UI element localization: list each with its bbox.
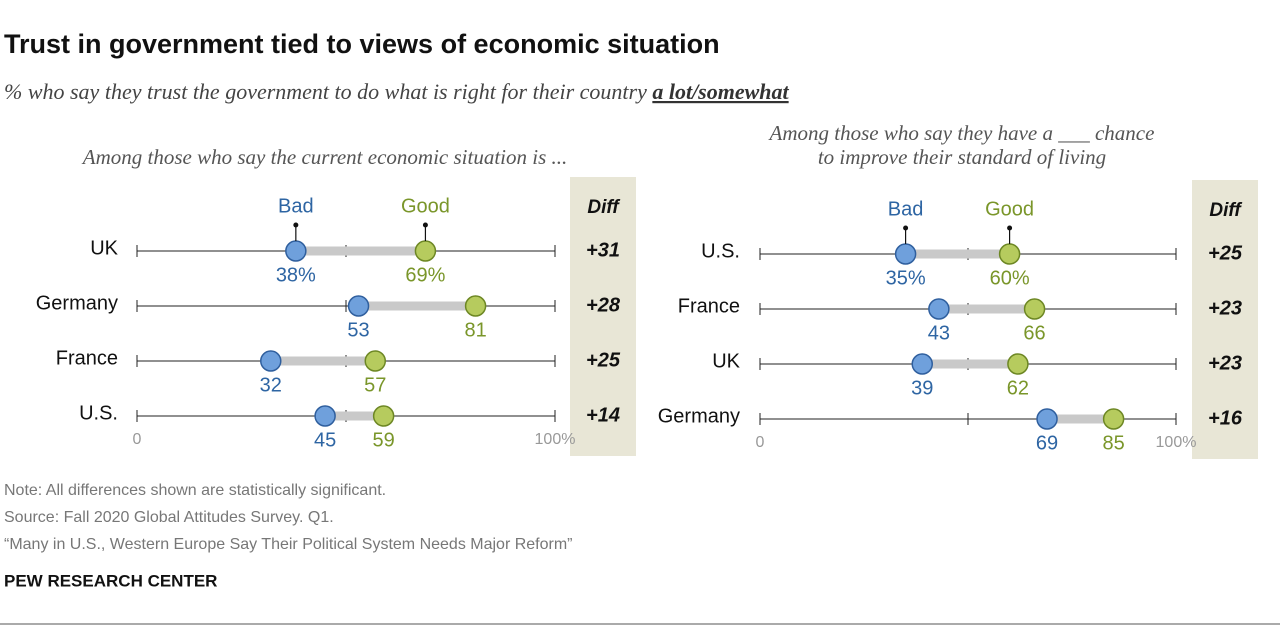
dot: [1102, 408, 1125, 430]
diff-column: [570, 177, 636, 456]
category-label: France: [678, 295, 740, 317]
dot: [260, 350, 282, 372]
report: “Many in U.S., Western Europe Say Their …: [4, 536, 573, 553]
value-label: 66: [1023, 322, 1045, 344]
value-label: 35%: [886, 267, 926, 289]
dot: [464, 295, 487, 317]
value-label: 38%: [276, 264, 316, 286]
dot: [1036, 408, 1058, 430]
dot: [1023, 298, 1046, 320]
chart-title: Among those who say they have a ___ chan…: [768, 121, 1155, 145]
x-tick-label: 0: [133, 431, 142, 448]
diff-value: +14: [586, 404, 620, 426]
diff-value: +23: [1208, 352, 1242, 374]
dot: [372, 405, 395, 427]
range-bar: [905, 249, 1010, 259]
chart-title: Among those who say the current economic…: [81, 145, 568, 169]
legend-callout-dot: [903, 225, 909, 231]
category-label: U.S.: [701, 240, 740, 262]
range-bar: [358, 301, 476, 311]
legend-callout-dot: [293, 222, 299, 228]
value-label: 43: [928, 322, 950, 344]
category-label: France: [56, 347, 118, 369]
value-label: 85: [1102, 432, 1124, 454]
range-bar: [1047, 414, 1114, 424]
legend-label: Bad: [888, 198, 924, 220]
dot: [1007, 353, 1029, 375]
range-bar: [325, 411, 384, 421]
legend-label: Good: [985, 198, 1034, 220]
title: Trust in government tied to views of eco…: [4, 29, 720, 59]
range-bar: [938, 304, 1035, 314]
value-label: 60%: [990, 267, 1030, 289]
diff-value: +28: [586, 294, 621, 316]
category-label: UK: [90, 237, 118, 259]
value-label: 62: [1007, 377, 1029, 399]
source: Source: Fall 2020 Global Attitudes Surve…: [4, 509, 334, 526]
category-label: U.S.: [79, 402, 118, 424]
note: Note: All differences shown are statisti…: [4, 482, 386, 499]
x-tick-label: 0: [756, 434, 765, 451]
subtitle-emphasis: a lot/somewhat: [652, 79, 789, 104]
branding: PEW RESEARCH CENTER: [4, 571, 217, 590]
range-bar: [295, 246, 426, 256]
subtitle-text: % who say they trust the government to d…: [4, 79, 647, 104]
x-tick-label: 100%: [535, 431, 576, 448]
value-label: 32: [260, 374, 282, 396]
dot: [364, 350, 387, 372]
legend-callout-dot: [1007, 225, 1013, 231]
dot: [314, 405, 336, 427]
diff-value: +31: [586, 239, 620, 261]
legend-callout-dot: [422, 222, 428, 228]
value-label: 69: [1036, 432, 1058, 454]
diff-value: +16: [1208, 407, 1243, 429]
value-label: 57: [364, 374, 386, 396]
diff-header: Diff: [587, 197, 620, 218]
subtitle: % who say they trust the government to d…: [4, 79, 790, 104]
range-bar: [270, 356, 376, 366]
diff-column: [1192, 180, 1258, 459]
dot: [998, 243, 1021, 265]
x-tick-label: 100%: [1156, 434, 1197, 451]
value-label: 45: [314, 429, 336, 451]
legend-label: Good: [401, 195, 450, 217]
legend-label: Bad: [278, 195, 314, 217]
dot: [911, 353, 933, 375]
dot: [894, 243, 917, 265]
diff-value: +23: [1208, 297, 1242, 319]
value-label: 53: [347, 319, 369, 341]
range-bar: [922, 359, 1018, 369]
value-label: 39: [911, 377, 933, 399]
value-label: 59: [372, 429, 394, 451]
value-label: 81: [464, 319, 486, 341]
diff-value: +25: [1208, 242, 1243, 264]
dot: [928, 298, 950, 320]
dot: [347, 295, 370, 317]
category-label: UK: [712, 350, 740, 372]
diff-header: Diff: [1209, 200, 1242, 221]
category-label: Germany: [36, 292, 118, 314]
category-label: Germany: [658, 405, 740, 427]
chart-title: to improve their standard of living: [818, 145, 1106, 169]
dot: [414, 240, 437, 262]
dot: [285, 240, 307, 262]
value-label: 69%: [405, 264, 445, 286]
diff-value: +25: [586, 349, 621, 371]
